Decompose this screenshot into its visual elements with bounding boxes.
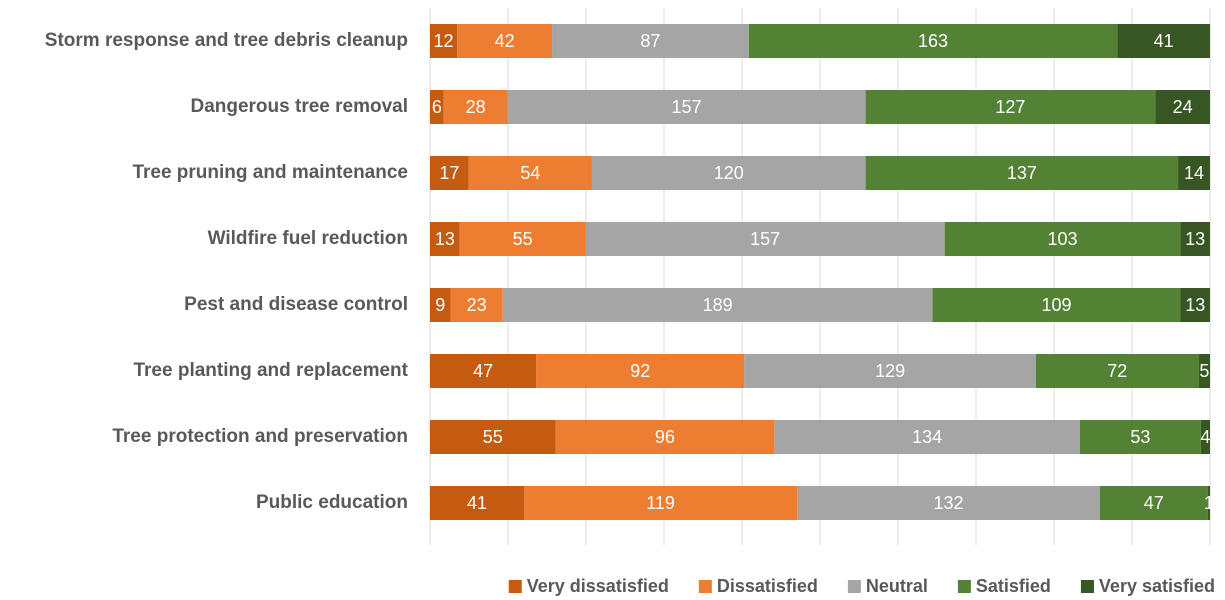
value-label: 6 (432, 97, 442, 117)
value-label: 96 (655, 427, 675, 447)
legend-swatch (1080, 580, 1094, 593)
value-label: 13 (1185, 295, 1205, 315)
value-label: 23 (467, 295, 487, 315)
value-label: 24 (1173, 97, 1193, 117)
bar-segment (552, 24, 749, 58)
bar-segment (591, 156, 866, 190)
value-label: 157 (672, 97, 702, 117)
bar-segment (443, 90, 508, 124)
bar-segment (430, 288, 451, 322)
value-label: 103 (1047, 229, 1077, 249)
bar-segment (1099, 486, 1208, 520)
value-label: 47 (1144, 493, 1164, 513)
category-label: Pest and disease control (184, 294, 408, 315)
category-label: Storm response and tree debris cleanup (45, 30, 408, 51)
legend-swatch (957, 580, 971, 593)
value-label: 28 (466, 97, 486, 117)
value-label: 129 (875, 361, 905, 381)
value-label: 54 (520, 163, 540, 183)
bar-segment (430, 486, 525, 520)
value-label: 120 (714, 163, 744, 183)
bar-segment (865, 90, 1156, 124)
bar-segment (1180, 288, 1210, 322)
bar-segment (450, 288, 503, 322)
bar-segment (430, 420, 556, 454)
bar-segment (430, 90, 444, 124)
legend-label: Very satisfied (1099, 576, 1215, 596)
legend-swatch (698, 580, 712, 593)
value-label: 189 (703, 295, 733, 315)
legend-swatch (847, 580, 861, 593)
value-label: 41 (1154, 31, 1174, 51)
value-label: 14 (1184, 163, 1204, 183)
bar-segment (555, 420, 775, 454)
bar-segment (457, 24, 553, 58)
bar-segment (944, 222, 1181, 256)
legend-label: Satisfied (976, 576, 1051, 596)
value-label: 92 (630, 361, 650, 381)
value-label: 47 (473, 361, 493, 381)
value-label: 127 (995, 97, 1025, 117)
bar-segment (430, 24, 458, 58)
value-label: 137 (1007, 163, 1037, 183)
bar-segment (1207, 486, 1210, 520)
category-label: Public education (256, 492, 408, 513)
value-label: 42 (495, 31, 515, 51)
value-label: 119 (646, 493, 675, 513)
bar-segment (524, 486, 798, 520)
legend-swatch (508, 580, 522, 593)
value-label: 132 (933, 493, 963, 513)
bar-segment (797, 486, 1100, 520)
value-label: 13 (435, 229, 455, 249)
bar-segment (865, 156, 1179, 190)
bar-segment (459, 222, 586, 256)
legend-label: Dissatisfied (717, 576, 818, 596)
value-label: 87 (640, 31, 660, 51)
bar-segment (932, 288, 1181, 322)
bar-segment (748, 24, 1118, 58)
value-label: 5 (1199, 361, 1209, 381)
bar-segment (430, 354, 537, 388)
category-label: Tree pruning and maintenance (132, 162, 408, 183)
value-label: 13 (1185, 229, 1205, 249)
bar-segment (774, 420, 1080, 454)
value-label: 12 (434, 31, 454, 51)
value-label: 55 (483, 427, 503, 447)
bar-segment (1178, 156, 1210, 190)
bar-segment (585, 222, 945, 256)
bar-segment (1080, 420, 1201, 454)
bar-segment (1035, 354, 1199, 388)
legend-label: Neutral (866, 576, 928, 596)
bar-segment (1200, 420, 1210, 454)
bar-segment (744, 354, 1036, 388)
bar-segment (1155, 90, 1210, 124)
value-label: 134 (912, 427, 942, 447)
value-label: 55 (513, 229, 533, 249)
category-label: Tree protection and preservation (112, 426, 408, 447)
bar-segment (507, 90, 866, 124)
value-label: 53 (1130, 427, 1150, 447)
value-label: 1 (1204, 493, 1214, 513)
bar-segment (536, 354, 745, 388)
bar-segment (1198, 354, 1210, 388)
value-label: 41 (467, 493, 487, 513)
bar-segment (502, 288, 933, 322)
category-label: Dangerous tree removal (190, 96, 408, 117)
legend-label: Very dissatisfied (527, 576, 669, 596)
value-label: 17 (439, 163, 459, 183)
value-label: 109 (1041, 295, 1071, 315)
value-label: 72 (1107, 361, 1127, 381)
bar-segment (430, 156, 469, 190)
value-label: 9 (435, 295, 445, 315)
value-label: 163 (918, 31, 948, 51)
value-label: 4 (1200, 427, 1210, 447)
category-label: Wildfire fuel reduction (208, 228, 408, 249)
bar-segment (1180, 222, 1210, 256)
value-label: 157 (750, 229, 780, 249)
bar-segment (1117, 24, 1210, 58)
bar-segment (468, 156, 592, 190)
bar-segment (430, 222, 460, 256)
category-label: Tree planting and replacement (133, 360, 408, 381)
